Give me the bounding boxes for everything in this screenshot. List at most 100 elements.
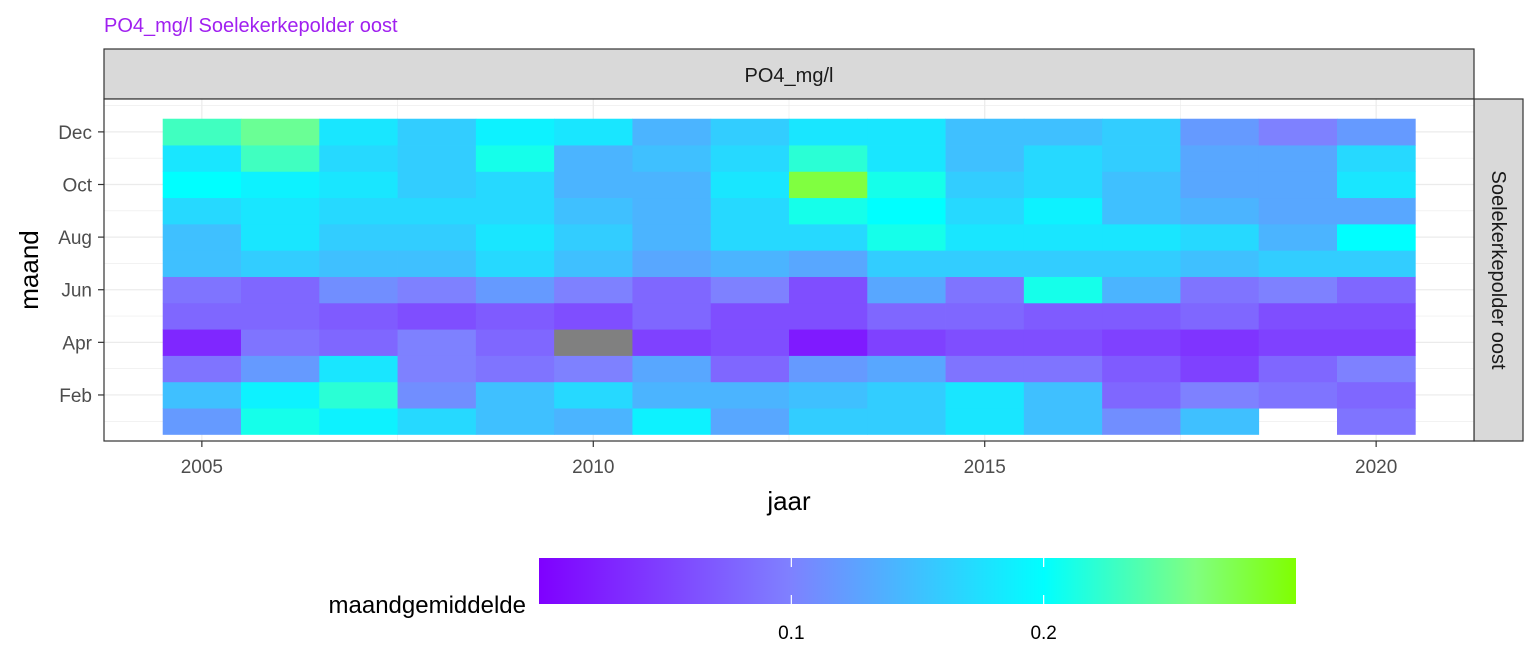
heatmap-cell — [789, 329, 868, 356]
heatmap-cell — [475, 223, 555, 251]
heatmap-cell — [710, 276, 790, 304]
heatmap-cell — [554, 197, 633, 225]
heatmap-cell — [1023, 250, 1103, 277]
heatmap-cell — [1102, 250, 1181, 277]
heatmap-cell — [789, 118, 868, 146]
heatmap-cell — [319, 355, 398, 383]
heatmap-cell — [241, 250, 320, 277]
heatmap-cell — [867, 408, 946, 435]
heatmap-cell — [397, 250, 477, 277]
heatmap-cell — [867, 223, 946, 251]
heatmap-cell — [1023, 145, 1103, 172]
heatmap-cell — [789, 408, 868, 435]
heatmap-cell — [1102, 302, 1181, 330]
heatmap-cell — [162, 329, 242, 356]
heatmap-cell — [1023, 118, 1103, 146]
heatmap-cell — [162, 381, 242, 409]
heatmap-cell — [945, 145, 1025, 172]
facet-strip-top-label: PO4_mg/l — [745, 65, 834, 87]
y-tick-label: Feb — [59, 386, 92, 407]
heatmap-cell — [1102, 145, 1181, 172]
heatmap-cell — [1258, 355, 1338, 383]
heatmap-cell — [1337, 408, 1416, 435]
heatmap-cell — [710, 145, 790, 172]
heatmap-cell — [632, 250, 712, 277]
heatmap-cell — [162, 408, 242, 435]
heatmap-cell — [1102, 355, 1181, 383]
heatmap-cell — [162, 302, 242, 330]
heatmap-cell — [1258, 329, 1338, 356]
heatmap-cell — [241, 276, 320, 304]
heatmap-cell — [1258, 223, 1338, 251]
heatmap-cell — [867, 329, 946, 356]
heatmap-cell — [1180, 171, 1260, 199]
heatmap-cell — [1102, 408, 1181, 435]
heatmap-cell — [162, 145, 242, 172]
heatmap-cell — [632, 276, 712, 304]
y-tick-label: Apr — [62, 333, 92, 354]
heatmap-cell — [319, 145, 398, 172]
heatmap-cell — [1337, 145, 1416, 172]
heatmap-cell — [1180, 145, 1260, 172]
heatmap-cell — [162, 355, 242, 383]
heatmap-cell — [1023, 197, 1103, 225]
heatmap-cell — [1337, 118, 1416, 146]
heatmap-cell — [710, 250, 790, 277]
heatmap-cell — [1180, 329, 1260, 356]
heatmap-cell — [710, 302, 790, 330]
x-axis-title: jaar — [766, 486, 811, 516]
heatmap-cell — [162, 171, 242, 199]
heatmap-cell — [397, 276, 477, 304]
heatmap-cell — [319, 197, 398, 225]
heatmap-cell — [241, 329, 320, 356]
heatmap-cell — [397, 197, 477, 225]
heatmap-cell — [710, 381, 790, 409]
heatmap-cell — [789, 302, 868, 330]
heatmap-cell — [397, 381, 477, 409]
y-tick-label: Jun — [61, 281, 92, 302]
heatmap-cell — [945, 171, 1025, 199]
heatmap-cell — [789, 276, 868, 304]
heatmap-cell — [945, 250, 1025, 277]
y-tick-label: Dec — [58, 123, 92, 144]
heatmap-cell — [241, 223, 320, 251]
heatmap-cell — [710, 329, 790, 356]
heatmap-cell — [867, 355, 946, 383]
heatmap-cell — [162, 118, 242, 146]
heatmap-cell — [632, 381, 712, 409]
heatmap-cell — [1102, 223, 1181, 251]
heatmap-cell — [1180, 250, 1260, 277]
heatmap-cell — [162, 223, 242, 251]
y-axis-title: maand — [14, 230, 44, 310]
heatmap-cell — [475, 276, 555, 304]
heatmap-cell — [241, 355, 320, 383]
heatmap-cell — [319, 118, 398, 146]
heatmap-cell — [1023, 381, 1103, 409]
heatmap-cell — [1180, 197, 1260, 225]
x-tick-label: 2020 — [1355, 457, 1397, 478]
facet-strip-top — [103, 48, 1475, 100]
heatmap-cell — [945, 276, 1025, 304]
x-tick-label: 2010 — [572, 457, 614, 478]
heatmap-cell — [1180, 276, 1260, 304]
heatmap-cell — [867, 381, 946, 409]
heatmap-cell — [319, 302, 398, 330]
colorbar-tick-label: 0.2 — [1030, 623, 1056, 644]
heatmap-cell — [397, 302, 477, 330]
heatmap-cell — [397, 355, 477, 383]
x-tick-label: 2005 — [181, 457, 223, 478]
heatmap-cell — [632, 197, 712, 225]
facet-strip-right-label: Soelekerkepolder oost — [1487, 170, 1509, 369]
heatmap-cell — [1180, 302, 1260, 330]
heatmap-cell — [632, 145, 712, 172]
heatmap-cell — [475, 118, 555, 146]
heatmap-cell — [789, 145, 868, 172]
heatmap-cell — [241, 302, 320, 330]
colorbar-tick-label: 0.1 — [778, 623, 804, 644]
heatmap-cell — [1258, 381, 1338, 409]
heatmap-cell — [1023, 329, 1103, 356]
heatmap-cell — [1102, 381, 1181, 409]
heatmap-cell — [554, 145, 633, 172]
heatmap-cell — [475, 355, 555, 383]
heatmap-cell — [162, 276, 242, 304]
